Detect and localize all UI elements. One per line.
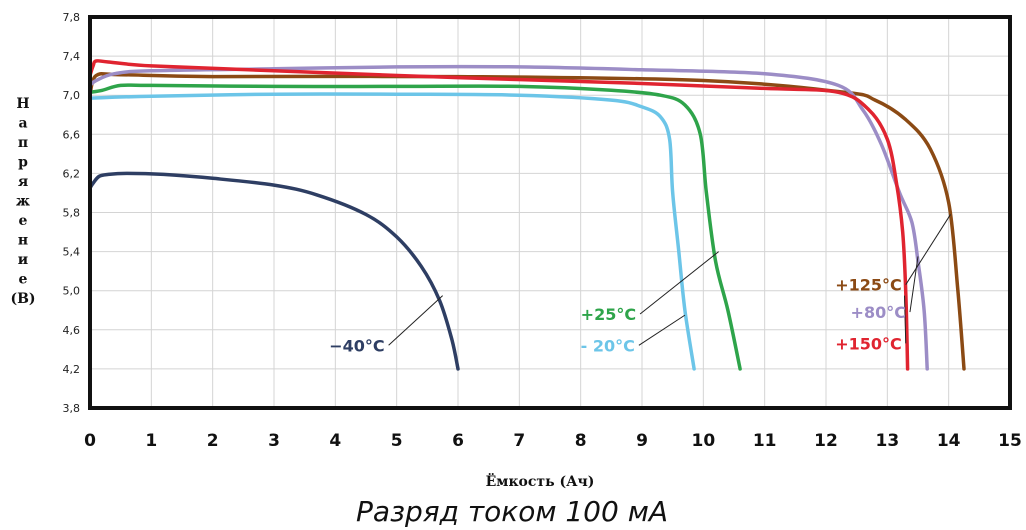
x-tick-label: 10 — [691, 431, 715, 451]
y-axis-label-char: п — [18, 135, 28, 151]
x-tick-label: 0 — [84, 431, 96, 451]
series-label: +125°C — [835, 276, 902, 295]
label-pointer-line — [904, 295, 907, 344]
x-tick-label: 6 — [452, 431, 464, 451]
y-tick-label: 5,8 — [63, 207, 81, 220]
label-pointer-line — [905, 214, 951, 285]
y-axis-label-char: р — [18, 155, 28, 171]
y-tick-label: 5,4 — [63, 246, 81, 259]
x-tick-label: 8 — [575, 431, 587, 451]
y-tick-label: 4,6 — [63, 324, 81, 337]
series-line — [88, 59, 910, 371]
series-label: −40°C — [329, 336, 384, 355]
x-tick-label: 12 — [814, 431, 838, 451]
y-tick-label: 7,8 — [63, 11, 81, 24]
x-tick-label: 13 — [875, 431, 899, 451]
series-labels: +125°C +80°C +150°C +25°C - 20°C −40°C — [329, 276, 906, 356]
series-label: +80°C — [851, 303, 906, 322]
x-tick-label: 1 — [145, 431, 157, 451]
y-axis-label-char: н — [18, 233, 28, 249]
y-axis-label-char: ж — [16, 194, 30, 210]
y-tick-label: 3,8 — [63, 402, 81, 415]
x-tick-label: 5 — [391, 431, 403, 451]
x-tick-label: 4 — [329, 431, 341, 451]
x-tick-label: 11 — [753, 431, 777, 451]
x-tick-label: 3 — [268, 431, 280, 451]
x-tick-label: 14 — [937, 431, 961, 451]
grid-lines — [90, 17, 1010, 408]
y-axis-label-char: и — [18, 252, 28, 268]
x-axis-label: Ёмкость (Ач) — [486, 471, 595, 490]
y-tick-label: 7,0 — [63, 89, 81, 102]
y-tick-label: 6,6 — [63, 128, 81, 141]
y-tick-label: 4,2 — [63, 363, 81, 376]
y-axis-label-char: а — [18, 116, 27, 132]
y-axis-ticks: 3,8 4,2 4,6 5,0 5,4 5,8 6,2 6,6 7,0 7,4 7,8 — [63, 11, 81, 415]
series-label: +25°C — [581, 305, 636, 324]
y-tick-label: 7,4 — [63, 50, 81, 63]
chart-caption: Разряд током 100 мА — [356, 495, 668, 528]
x-tick-label: 9 — [636, 431, 648, 451]
label-pointers — [388, 214, 951, 346]
series-line — [88, 72, 966, 371]
y-axis-label-unit: (В) — [10, 291, 35, 307]
label-pointer-line — [638, 314, 686, 346]
y-axis-label-char: е — [19, 213, 28, 229]
series-line — [88, 171, 460, 371]
label-pointer-line — [909, 256, 919, 313]
series-label: +150°C — [835, 334, 902, 353]
x-tick-label: 15 — [998, 431, 1022, 451]
series-line — [88, 64, 929, 371]
x-axis-ticks: 0 1 2 3 4 5 6 7 8 9 10 11 12 13 14 15 — [84, 431, 1022, 451]
label-pointer-line — [639, 251, 719, 315]
series-line — [88, 92, 696, 371]
y-tick-label: 6,2 — [63, 167, 81, 180]
label-pointer-line — [388, 295, 444, 346]
series-lines — [88, 59, 966, 371]
series-label: - 20°C — [581, 336, 635, 355]
plot-frame — [88, 15, 1012, 410]
y-axis-label-char: е — [19, 272, 28, 288]
y-axis-label-char: Н — [16, 96, 29, 112]
y-axis-label-char: я — [18, 174, 28, 190]
x-tick-label: 2 — [207, 431, 219, 451]
series-line — [88, 83, 742, 371]
y-tick-label: 5,0 — [63, 285, 81, 298]
x-tick-label: 7 — [513, 431, 525, 451]
